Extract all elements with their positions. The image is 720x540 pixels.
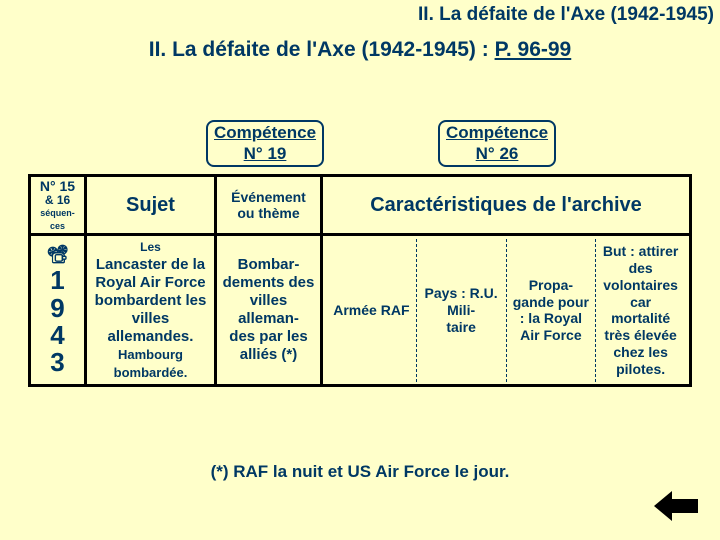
competence-26-badge: Compétence N° 26 <box>438 120 556 167</box>
sujet-hambourg: Hambourg bombardée. <box>114 347 188 380</box>
carac-col-armee: Armée RAF <box>327 239 416 381</box>
header-pageref: P. 96-99 <box>495 38 572 61</box>
header-main: II. La défaite de l'Axe (1942-1945) : P.… <box>0 38 720 62</box>
competence-19-line2: N° 19 <box>214 143 316 164</box>
header-n-line3: séquen- <box>40 208 75 218</box>
arrow-left-icon <box>654 491 698 521</box>
archive-table: N° 15 & 16 séquen- ces Sujet Événement o… <box>28 174 692 387</box>
table-row: 📽 1 9 4 3 Les Lancaster de la Royal Air … <box>30 235 691 386</box>
header-n-prefix: N° <box>40 178 56 194</box>
header-n-suffix: 15 <box>56 178 75 194</box>
cell-year: 📽 1 9 4 3 <box>30 235 86 386</box>
footnote: (*) RAF la nuit et US Air Force le jour. <box>0 462 720 482</box>
film-camera-icon: 📽 <box>35 244 80 265</box>
competence-26-line2: N° 26 <box>446 143 548 164</box>
carac-col-propagande: Propa-gande pour : la Royal Air Force <box>506 239 596 381</box>
competence-19-line1: Compétence <box>214 122 316 143</box>
table-header-row: N° 15 & 16 séquen- ces Sujet Événement o… <box>30 176 691 235</box>
cell-caracteristiques: Armée RAF Pays : R.U. Mili-taire Propa-g… <box>322 235 691 386</box>
sujet-les: Les <box>140 240 161 254</box>
header-n-line2: & 16 <box>45 193 70 207</box>
header-caracteristiques: Caractéristiques de l'archive <box>322 176 691 235</box>
year-digit-2: 9 <box>35 295 80 322</box>
header-n-line4: ces <box>50 221 65 231</box>
competence-26-line1: Compétence <box>446 122 548 143</box>
year-digit-3: 4 <box>35 322 80 349</box>
header-evenement: Événement ou thème <box>216 176 322 235</box>
carac-grid: Armée RAF Pays : R.U. Mili-taire Propa-g… <box>327 239 685 381</box>
header-main-prefix: II. La défaite de l'Axe (1942-1945) : <box>149 38 495 61</box>
carac-col-but: But : attirer des volontaires car mortal… <box>595 239 685 381</box>
cell-sujet: Les Lancaster de la Royal Air Force bomb… <box>86 235 216 386</box>
year-digit-4: 3 <box>35 349 80 376</box>
header-evt-line2-bold: thème <box>258 205 299 221</box>
header-top: II. La défaite de l'Axe (1942-1945) <box>418 4 714 26</box>
back-arrow-button[interactable] <box>654 491 698 526</box>
sujet-main: Lancaster de la Royal Air Force bombarde… <box>95 256 207 345</box>
header-evt-line1: Événement <box>231 189 306 205</box>
header-sujet: Sujet <box>86 176 216 235</box>
header-sequence-number: N° 15 & 16 séquen- ces <box>30 176 86 235</box>
year-digit-1: 1 <box>35 267 80 294</box>
header-evt-line2: ou <box>237 205 258 221</box>
carac-col-pays: Pays : R.U. Mili-taire <box>416 239 506 381</box>
cell-evenement: Bombar-dements des villes alleman-des pa… <box>216 235 322 386</box>
competence-19-badge: Compétence N° 19 <box>206 120 324 167</box>
